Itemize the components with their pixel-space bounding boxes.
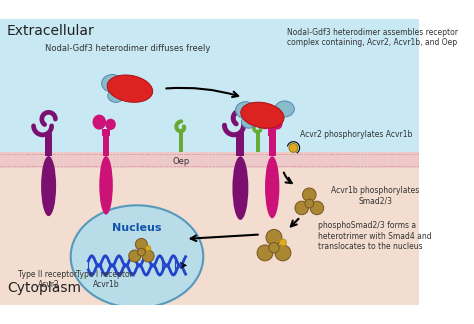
Bar (103, 133, 109, 156)
Bar (268, 128, 276, 136)
Circle shape (302, 188, 316, 202)
Circle shape (279, 239, 286, 246)
Circle shape (142, 250, 154, 262)
Ellipse shape (105, 119, 116, 130)
Text: Oep: Oep (173, 157, 190, 166)
Bar (45, 133, 52, 156)
Ellipse shape (71, 205, 203, 308)
Text: Type I receptor:
Acvr1b: Type I receptor: Acvr1b (76, 270, 136, 289)
Ellipse shape (101, 75, 123, 92)
Text: Nucleus: Nucleus (112, 223, 162, 233)
Ellipse shape (107, 75, 153, 102)
Circle shape (295, 201, 309, 215)
Text: Nodal-Gdf3 heterodimer assembles receptor
complex containing, Acvr2, Acvr1b, and: Nodal-Gdf3 heterodimer assembles recepto… (287, 28, 458, 47)
Bar (102, 129, 110, 136)
Circle shape (289, 144, 298, 152)
Ellipse shape (108, 89, 124, 102)
Ellipse shape (258, 113, 272, 129)
Ellipse shape (241, 116, 256, 128)
Ellipse shape (41, 156, 56, 216)
Bar (179, 130, 183, 152)
Circle shape (137, 248, 146, 256)
Bar (269, 133, 276, 156)
Ellipse shape (265, 156, 279, 218)
Ellipse shape (99, 156, 113, 214)
Ellipse shape (275, 101, 294, 117)
Text: Nodal-Gdf3 heterodimer diffuses freely: Nodal-Gdf3 heterodimer diffuses freely (46, 44, 211, 53)
Ellipse shape (272, 118, 283, 130)
Circle shape (146, 246, 151, 251)
Text: Cytoplasm: Cytoplasm (7, 281, 81, 295)
Circle shape (129, 250, 141, 262)
Circle shape (305, 199, 314, 208)
Circle shape (275, 245, 291, 261)
Ellipse shape (92, 115, 106, 130)
Text: Type II receptor:
Acvr2: Type II receptor: Acvr2 (18, 270, 79, 289)
Bar (256, 131, 260, 152)
Ellipse shape (241, 102, 284, 128)
Text: Acvr2 phosphorylates Acvr1b: Acvr2 phosphorylates Acvr1b (301, 130, 413, 139)
Ellipse shape (232, 156, 248, 220)
Polygon shape (0, 168, 419, 305)
Text: Acvr1b phosphorylates
Smad2/3: Acvr1b phosphorylates Smad2/3 (331, 186, 419, 205)
Circle shape (257, 245, 273, 261)
Circle shape (136, 238, 147, 250)
Text: Extracellular: Extracellular (7, 24, 95, 38)
Polygon shape (0, 19, 419, 152)
Bar (0, 152, 419, 168)
Circle shape (266, 229, 282, 245)
Circle shape (269, 243, 279, 253)
Ellipse shape (236, 102, 255, 119)
Circle shape (310, 201, 324, 215)
Text: phosphoSmad2/3 forms a
heterotrimer with Smad4 and
translocates to the nucleus: phosphoSmad2/3 forms a heterotrimer with… (318, 221, 432, 251)
Bar (237, 133, 245, 156)
